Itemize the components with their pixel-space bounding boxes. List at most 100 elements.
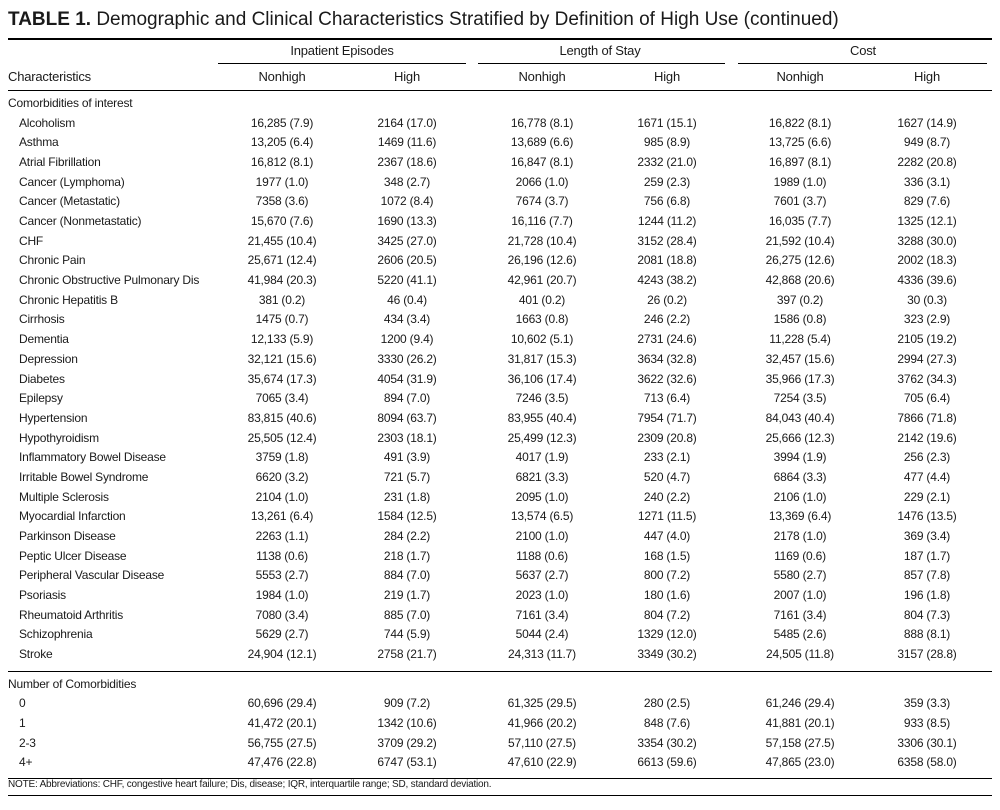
table-cell: 5580 (2.7) <box>773 568 827 582</box>
table-cell: 756 (6.8) <box>643 194 691 208</box>
table-cell: 1325 (12.1) <box>897 214 957 228</box>
table-cell: 231 (1.8) <box>383 490 431 504</box>
table-cell: 434 (3.4) <box>383 312 431 326</box>
table-cell: 1169 (0.6) <box>774 549 826 563</box>
row-label: Multiple Sclerosis <box>19 490 109 504</box>
table-cell: 30 (0.3) <box>907 293 947 307</box>
table-cell: 336 (3.1) <box>903 175 951 189</box>
table-cell: 520 (4.7) <box>643 470 691 484</box>
table-cell: 26,275 (12.6) <box>765 253 835 267</box>
row-label: Hypertension <box>19 411 88 425</box>
row-label: Inflammatory Bowel Disease <box>19 450 166 464</box>
table-cell: 246 (2.2) <box>643 312 691 326</box>
table-cell: 2105 (19.2) <box>897 332 957 346</box>
table-cell: 8094 (63.7) <box>377 411 437 425</box>
table-cell: 16,822 (8.1) <box>768 116 832 130</box>
row-label: Parkinson Disease <box>19 529 116 543</box>
column-header: High <box>914 69 940 84</box>
table-cell: 259 (2.3) <box>643 175 691 189</box>
table-cell: 705 (6.4) <box>903 391 951 405</box>
section-rule <box>8 670 992 672</box>
row-label: Stroke <box>19 647 53 661</box>
table-cell: 885 (7.0) <box>383 608 431 622</box>
column-header: High <box>654 69 680 84</box>
section-label: Comorbidities of interest <box>8 96 133 110</box>
table-cell: 41,984 (20.3) <box>247 273 317 287</box>
table-cell: 5044 (2.4) <box>515 627 569 641</box>
table-cell: 5629 (2.7) <box>255 627 309 641</box>
table-cell: 829 (7.6) <box>903 194 951 208</box>
table-cell: 2106 (1.0) <box>773 490 827 504</box>
table-cell: 10,602 (5.1) <box>510 332 574 346</box>
row-label: 0 <box>19 696 26 710</box>
table-cell: 31,817 (15.3) <box>507 352 577 366</box>
table-cell: 25,499 (12.3) <box>507 431 577 445</box>
table-cell: 3762 (34.3) <box>897 372 957 386</box>
table-cell: 804 (7.3) <box>903 608 951 622</box>
table-cell: 2178 (1.0) <box>773 529 827 543</box>
table-cell: 6821 (3.3) <box>515 470 569 484</box>
table-cell: 24,904 (12.1) <box>247 647 317 661</box>
table-cell: 2332 (21.0) <box>637 155 697 169</box>
row-label: Hypothyroidism <box>19 431 99 445</box>
table-cell: 7866 (71.8) <box>897 411 957 425</box>
characteristics-header: Characteristics <box>8 69 91 84</box>
table-cell: 1138 (0.6) <box>256 549 308 563</box>
table-cell: 6747 (53.1) <box>377 755 437 769</box>
table-cell: 2100 (1.0) <box>515 529 569 543</box>
table-cell: 369 (3.4) <box>903 529 951 543</box>
table-cell: 2731 (24.6) <box>637 332 697 346</box>
table-cell: 2758 (21.7) <box>377 647 437 661</box>
header-rule <box>8 90 992 91</box>
table-cell: 713 (6.4) <box>643 391 691 405</box>
group-header: Length of Stay <box>559 43 641 58</box>
group-underline <box>218 63 466 64</box>
row-label: Chronic Obstructive Pulmonary Dis <box>19 273 200 287</box>
table-cell: 7674 (3.7) <box>515 194 569 208</box>
table-cell: 909 (7.2) <box>383 696 431 710</box>
table-cell: 5485 (2.6) <box>773 627 827 641</box>
table-cell: 6358 (58.0) <box>897 755 957 769</box>
table-cell: 256 (2.3) <box>903 450 951 464</box>
table-cell: 46 (0.4) <box>387 293 427 307</box>
table-bottom-rule <box>8 778 992 779</box>
row-label: Epilepsy <box>19 391 63 405</box>
table-cell: 4243 (38.2) <box>637 273 697 287</box>
column-header: High <box>394 69 420 84</box>
table-cell: 196 (1.8) <box>903 588 951 602</box>
table-cell: 884 (7.0) <box>383 568 431 582</box>
row-label: 4+ <box>19 755 33 769</box>
table-cell: 16,285 (7.9) <box>250 116 314 130</box>
row-label: Cirrhosis <box>19 312 65 326</box>
table-cell: 6864 (3.3) <box>773 470 827 484</box>
table-cell: 13,261 (6.4) <box>250 509 314 523</box>
table-cell: 218 (1.7) <box>383 549 431 563</box>
table-cell: 26 (0.2) <box>647 293 687 307</box>
table-cell: 2095 (1.0) <box>515 490 569 504</box>
table-cell: 985 (8.9) <box>643 135 691 149</box>
group-header: Cost <box>850 43 876 58</box>
table-cell: 47,865 (23.0) <box>765 755 835 769</box>
table-cell: 3349 (30.2) <box>637 647 697 661</box>
table-cell: 5220 (41.1) <box>377 273 437 287</box>
table-cell: 1469 (11.6) <box>377 135 437 149</box>
table-cell: 11,228 (5.4) <box>769 332 831 346</box>
table-cell: 15,670 (7.6) <box>250 214 314 228</box>
table-cell: 2023 (1.0) <box>515 588 569 602</box>
table-cell: 57,158 (27.5) <box>765 736 835 750</box>
table-cell: 2002 (18.3) <box>897 253 957 267</box>
table-cell: 721 (5.7) <box>383 470 431 484</box>
table-cell: 16,116 (7.7) <box>511 214 573 228</box>
table-cell: 7254 (3.5) <box>773 391 827 405</box>
table-cell: 13,689 (6.6) <box>510 135 574 149</box>
table-cell: 61,246 (29.4) <box>765 696 835 710</box>
column-header: Nonhigh <box>776 69 824 84</box>
table-cell: 949 (8.7) <box>903 135 951 149</box>
row-label: CHF <box>19 234 44 248</box>
table-cell: 42,868 (20.6) <box>765 273 835 287</box>
table-cell: 4054 (31.9) <box>377 372 437 386</box>
table-cell: 7358 (3.6) <box>255 194 309 208</box>
table-cell: 3622 (32.6) <box>637 372 697 386</box>
table-cell: 284 (2.2) <box>383 529 431 543</box>
table-cell: 744 (5.9) <box>383 627 431 641</box>
